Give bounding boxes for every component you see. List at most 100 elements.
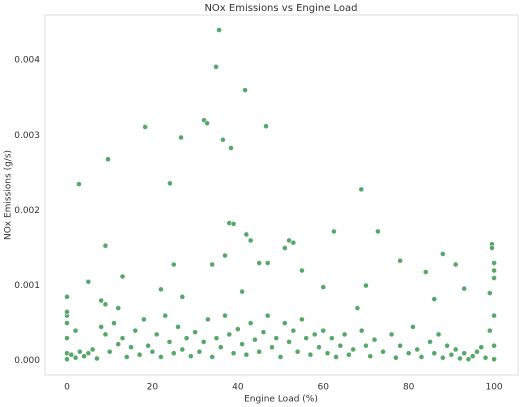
scatter-point xyxy=(175,323,181,330)
scatter-point xyxy=(281,320,288,327)
scatter-point xyxy=(205,316,211,323)
scatter-point xyxy=(85,350,92,357)
scatter-point xyxy=(371,336,378,343)
scatter-point xyxy=(405,350,412,357)
scatter-point xyxy=(397,342,404,349)
scatter-point xyxy=(178,134,184,141)
scatter-point xyxy=(72,327,79,334)
y-tick-label: 0.004 xyxy=(14,56,40,66)
scatter-point xyxy=(264,312,271,319)
scatter-point xyxy=(489,245,495,251)
scatter-point xyxy=(98,297,105,304)
scatter-point xyxy=(491,312,497,319)
scatter-point xyxy=(72,354,79,361)
scatter-point xyxy=(465,356,472,363)
scatter-point xyxy=(324,350,331,357)
scatter-point xyxy=(187,353,194,360)
scatter-point xyxy=(264,260,271,266)
scatter-point xyxy=(128,344,134,351)
scatter-point xyxy=(491,356,497,363)
scatter-point xyxy=(431,296,438,302)
scatter-point xyxy=(263,123,269,130)
scatter-point xyxy=(222,252,228,259)
scatter-point xyxy=(320,284,327,290)
x-tick-label: 0 xyxy=(64,383,70,393)
scatter-point xyxy=(491,275,497,281)
scatter-point xyxy=(142,124,149,130)
scatter-point xyxy=(89,346,96,353)
scatter-point xyxy=(64,293,70,300)
scatter-point xyxy=(102,301,109,308)
scatter-point xyxy=(158,286,164,293)
scatter-point xyxy=(222,312,228,319)
y-tick-label: 0.003 xyxy=(14,131,40,141)
scatter-point xyxy=(392,354,399,361)
scatter-point xyxy=(247,237,254,244)
scatter-point xyxy=(486,327,493,334)
scatter-point xyxy=(311,331,318,338)
scatter-point xyxy=(486,290,493,296)
scatter-point xyxy=(166,339,173,345)
scatter-point xyxy=(64,356,70,363)
scatter-point xyxy=(192,329,199,336)
scatter-point xyxy=(213,335,220,342)
plot-frame xyxy=(44,14,519,376)
scatter-point xyxy=(230,350,237,357)
x-tick-label: 80 xyxy=(403,383,415,393)
scatter-point xyxy=(474,348,480,355)
scatter-point xyxy=(115,341,122,348)
scatter-point xyxy=(76,181,82,188)
scatter-point xyxy=(219,136,226,143)
scatter-point xyxy=(140,316,147,323)
scatter-point xyxy=(435,331,442,338)
scatter-point xyxy=(418,354,425,360)
scatter-point xyxy=(303,335,310,342)
scatter-point xyxy=(64,320,70,327)
scatter-point xyxy=(452,261,459,268)
y-tick-label: 0.002 xyxy=(14,206,40,216)
scatter-point xyxy=(162,312,169,319)
scatter-point xyxy=(469,353,476,360)
scatter-point xyxy=(226,331,233,338)
scatter-point xyxy=(478,344,485,351)
scatter-point xyxy=(331,228,337,235)
scatter-point xyxy=(85,278,92,285)
scatter-point xyxy=(239,288,246,295)
y-axis-label: NOx Emissions (g/s) xyxy=(4,150,14,240)
scatter-point xyxy=(217,344,224,351)
scatter-point xyxy=(170,350,177,357)
x-tick-label: 20 xyxy=(147,383,159,393)
scatter-point xyxy=(431,350,438,357)
scatter-point xyxy=(153,331,160,338)
scatter-point xyxy=(461,285,468,292)
scatter-point xyxy=(307,351,314,358)
y-tick-label: 0.000 xyxy=(14,356,40,366)
scatter-point xyxy=(363,342,369,349)
scatter-point xyxy=(286,339,292,345)
scatter-point xyxy=(179,346,186,353)
scatter-point xyxy=(93,355,100,362)
scatter-point xyxy=(230,221,237,227)
scatter-point xyxy=(350,346,357,353)
scatter-point xyxy=(439,354,446,361)
scatter-point xyxy=(461,350,468,357)
scatter-point xyxy=(269,344,275,351)
scatter-point xyxy=(102,242,109,249)
scatter-point xyxy=(341,331,348,338)
scatter-point xyxy=(239,341,246,348)
x-tick-label: 40 xyxy=(232,383,244,393)
scatter-point xyxy=(290,327,297,334)
scatter-point xyxy=(491,267,497,274)
scatter-point xyxy=(170,261,177,268)
scatter-point xyxy=(491,260,497,266)
scatter-point xyxy=(228,145,234,151)
scatter-point xyxy=(115,305,122,312)
scatter-point xyxy=(81,353,87,360)
scatter-point xyxy=(457,355,463,362)
scatter-point xyxy=(76,348,83,355)
scatter-point xyxy=(123,354,130,360)
scatter-point xyxy=(213,63,219,70)
scatter-point xyxy=(256,260,263,266)
scatter-point xyxy=(68,351,75,358)
